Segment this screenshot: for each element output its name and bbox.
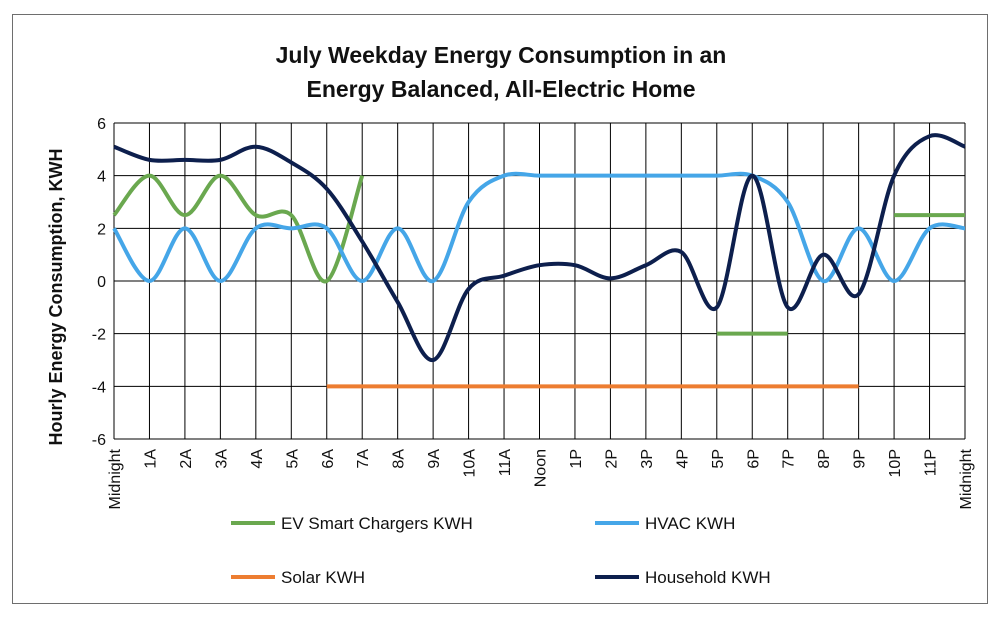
x-tick-label: 9P [852, 449, 869, 469]
chart-frame: July Weekday Energy Consumption in an En… [12, 14, 988, 604]
x-tick-label: 1A [142, 449, 159, 469]
series-lines [112, 133, 966, 389]
x-tick-label: 11A [497, 449, 514, 477]
legend: EV Smart Chargers KWH HVAC KWH Solar KWH Ho… [231, 514, 771, 587]
x-tick-label: 7A [355, 449, 372, 469]
series-line-household-kwh-0 [113, 133, 966, 362]
x-tick-label: 1P [568, 449, 585, 469]
y-tick-label: 6 [97, 116, 106, 133]
y-tick-label: 4 [97, 169, 106, 186]
x-tick-label: 2A [178, 449, 195, 469]
legend-label-solar-kwh: Solar KWH [281, 568, 365, 587]
x-tick-label: 8A [391, 449, 408, 469]
x-tick-label: 6P [745, 449, 762, 469]
x-tick-label: Midnight [958, 448, 975, 509]
y-tick-label: -2 [92, 327, 106, 344]
x-tick-labels: Midnight 1A 2A 3A 4A 5A 6A 7A 8A 9A 10A 11A Noon 1P 2P… [107, 448, 975, 509]
y-tick-label: 0 [97, 274, 106, 291]
x-tick-label: Midnight [107, 448, 124, 509]
series-line-hvac-kwh-0 [112, 171, 966, 283]
legend-label-hvac-kwh: HVAC KWH [645, 514, 735, 533]
x-tick-label: 9A [426, 449, 443, 469]
y-tick-label: -6 [92, 432, 106, 449]
x-tick-label: 5A [284, 449, 301, 469]
x-tick-label: 11P [923, 449, 940, 476]
x-tick-label: 10A [462, 449, 479, 478]
legend-label-household-kwh: Household KWH [645, 568, 771, 587]
grid [113, 122, 966, 440]
x-tick-label: 3P [639, 449, 656, 469]
chart-title-line-2: Energy Balanced, All-Electric Home [306, 76, 695, 102]
chart-title-line-1: July Weekday Energy Consumption in an [276, 42, 727, 68]
y-tick-labels: -6 -4 -2 0 2 4 6 [92, 116, 106, 449]
x-tick-label: Noon [533, 449, 550, 487]
legend-label-ev-smart-chargers-kwh: EV Smart Chargers KWH [281, 514, 473, 533]
x-tick-label: 3A [213, 449, 230, 469]
x-tick-label: 10P [887, 449, 904, 477]
chart-svg: July Weekday Energy Consumption in an En… [46, 42, 975, 587]
x-tick-label: 5P [710, 449, 727, 469]
x-tick-label: 6A [320, 449, 337, 469]
x-tick-label: 4A [249, 449, 266, 469]
x-tick-label: 8P [816, 449, 833, 469]
y-tick-label: 2 [97, 221, 106, 238]
series-line-ev-smart-chargers-kwh-0 [112, 173, 365, 284]
y-axis-label: Hourly Energy Consumption, KWH [46, 149, 66, 446]
x-tick-label: 2P [603, 449, 620, 469]
y-tick-label: -4 [92, 379, 106, 396]
x-tick-label: 4P [674, 449, 691, 469]
x-tick-label: 7P [781, 449, 798, 469]
